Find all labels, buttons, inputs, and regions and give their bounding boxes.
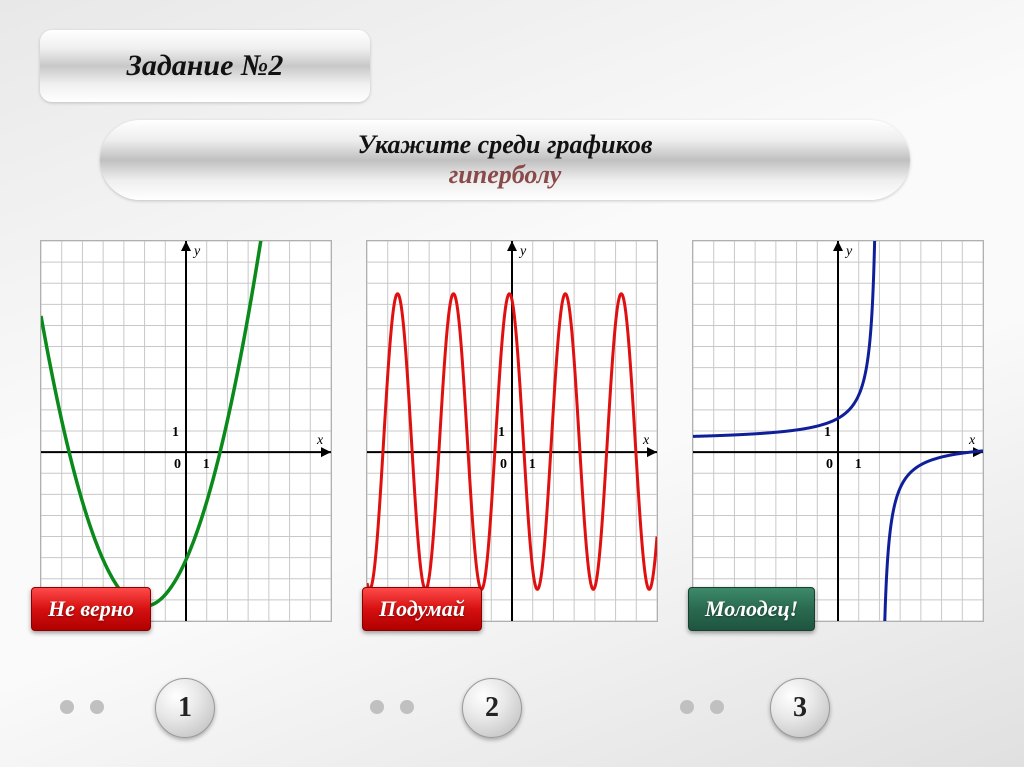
title-text: Задание №2	[127, 49, 284, 83]
feedback-text-2: Подумай	[379, 596, 465, 622]
feedback-text-3: Молодец!	[705, 596, 798, 622]
svg-text:0: 0	[174, 457, 181, 472]
svg-text:x: x	[316, 433, 324, 448]
svg-text:0: 0	[500, 457, 507, 472]
chart-2-svg: y x 0 1 1	[367, 241, 657, 621]
decor-dot	[90, 700, 104, 714]
feedback-badge-3: Молодец!	[688, 587, 815, 631]
svg-text:x: x	[642, 433, 650, 448]
svg-text:1: 1	[824, 425, 831, 440]
number-circle-3[interactable]: 3	[770, 678, 830, 738]
feedback-text-1: Не верно	[48, 596, 134, 622]
feedback-badge-2: Подумай	[362, 587, 482, 631]
svg-text:1: 1	[529, 457, 536, 472]
chart-3[interactable]: y x 0 1 1 Молодец!	[692, 240, 984, 622]
svg-text:1: 1	[203, 457, 210, 472]
chart-1-svg: y x 0 1 1	[41, 241, 331, 621]
number-circle-1[interactable]: 1	[155, 678, 215, 738]
chart-2[interactable]: y x 0 1 1 Подумай	[366, 240, 658, 622]
number-circle-2[interactable]: 2	[462, 678, 522, 738]
instruction-line1: Укажите среди графиков	[358, 130, 653, 160]
svg-text:y: y	[192, 244, 201, 259]
chart-1[interactable]: y x 0 1 1 Не верно	[40, 240, 332, 622]
svg-text:0: 0	[826, 457, 833, 472]
number-2: 2	[485, 692, 499, 724]
chart-3-svg: y x 0 1 1	[693, 241, 983, 621]
svg-text:x: x	[968, 433, 976, 448]
decor-dot	[400, 700, 414, 714]
svg-text:y: y	[844, 244, 853, 259]
svg-text:1: 1	[172, 425, 179, 440]
svg-text:1: 1	[498, 425, 505, 440]
decor-dot	[710, 700, 724, 714]
svg-text:1: 1	[855, 457, 862, 472]
title-pill: Задание №2	[40, 30, 370, 102]
number-3: 3	[793, 692, 807, 724]
instruction-pill: Укажите среди графиков гиперболу	[100, 120, 910, 200]
decor-dot	[680, 700, 694, 714]
number-1: 1	[178, 692, 192, 724]
svg-text:y: y	[518, 244, 527, 259]
feedback-badge-1: Не верно	[31, 587, 151, 631]
decor-dot	[370, 700, 384, 714]
instruction-line2: гиперболу	[449, 160, 562, 190]
charts-row: y x 0 1 1 Не верно y x 0 1 1 Подумай y x 0 1 1 Молод…	[40, 240, 984, 622]
decor-dot	[60, 700, 74, 714]
